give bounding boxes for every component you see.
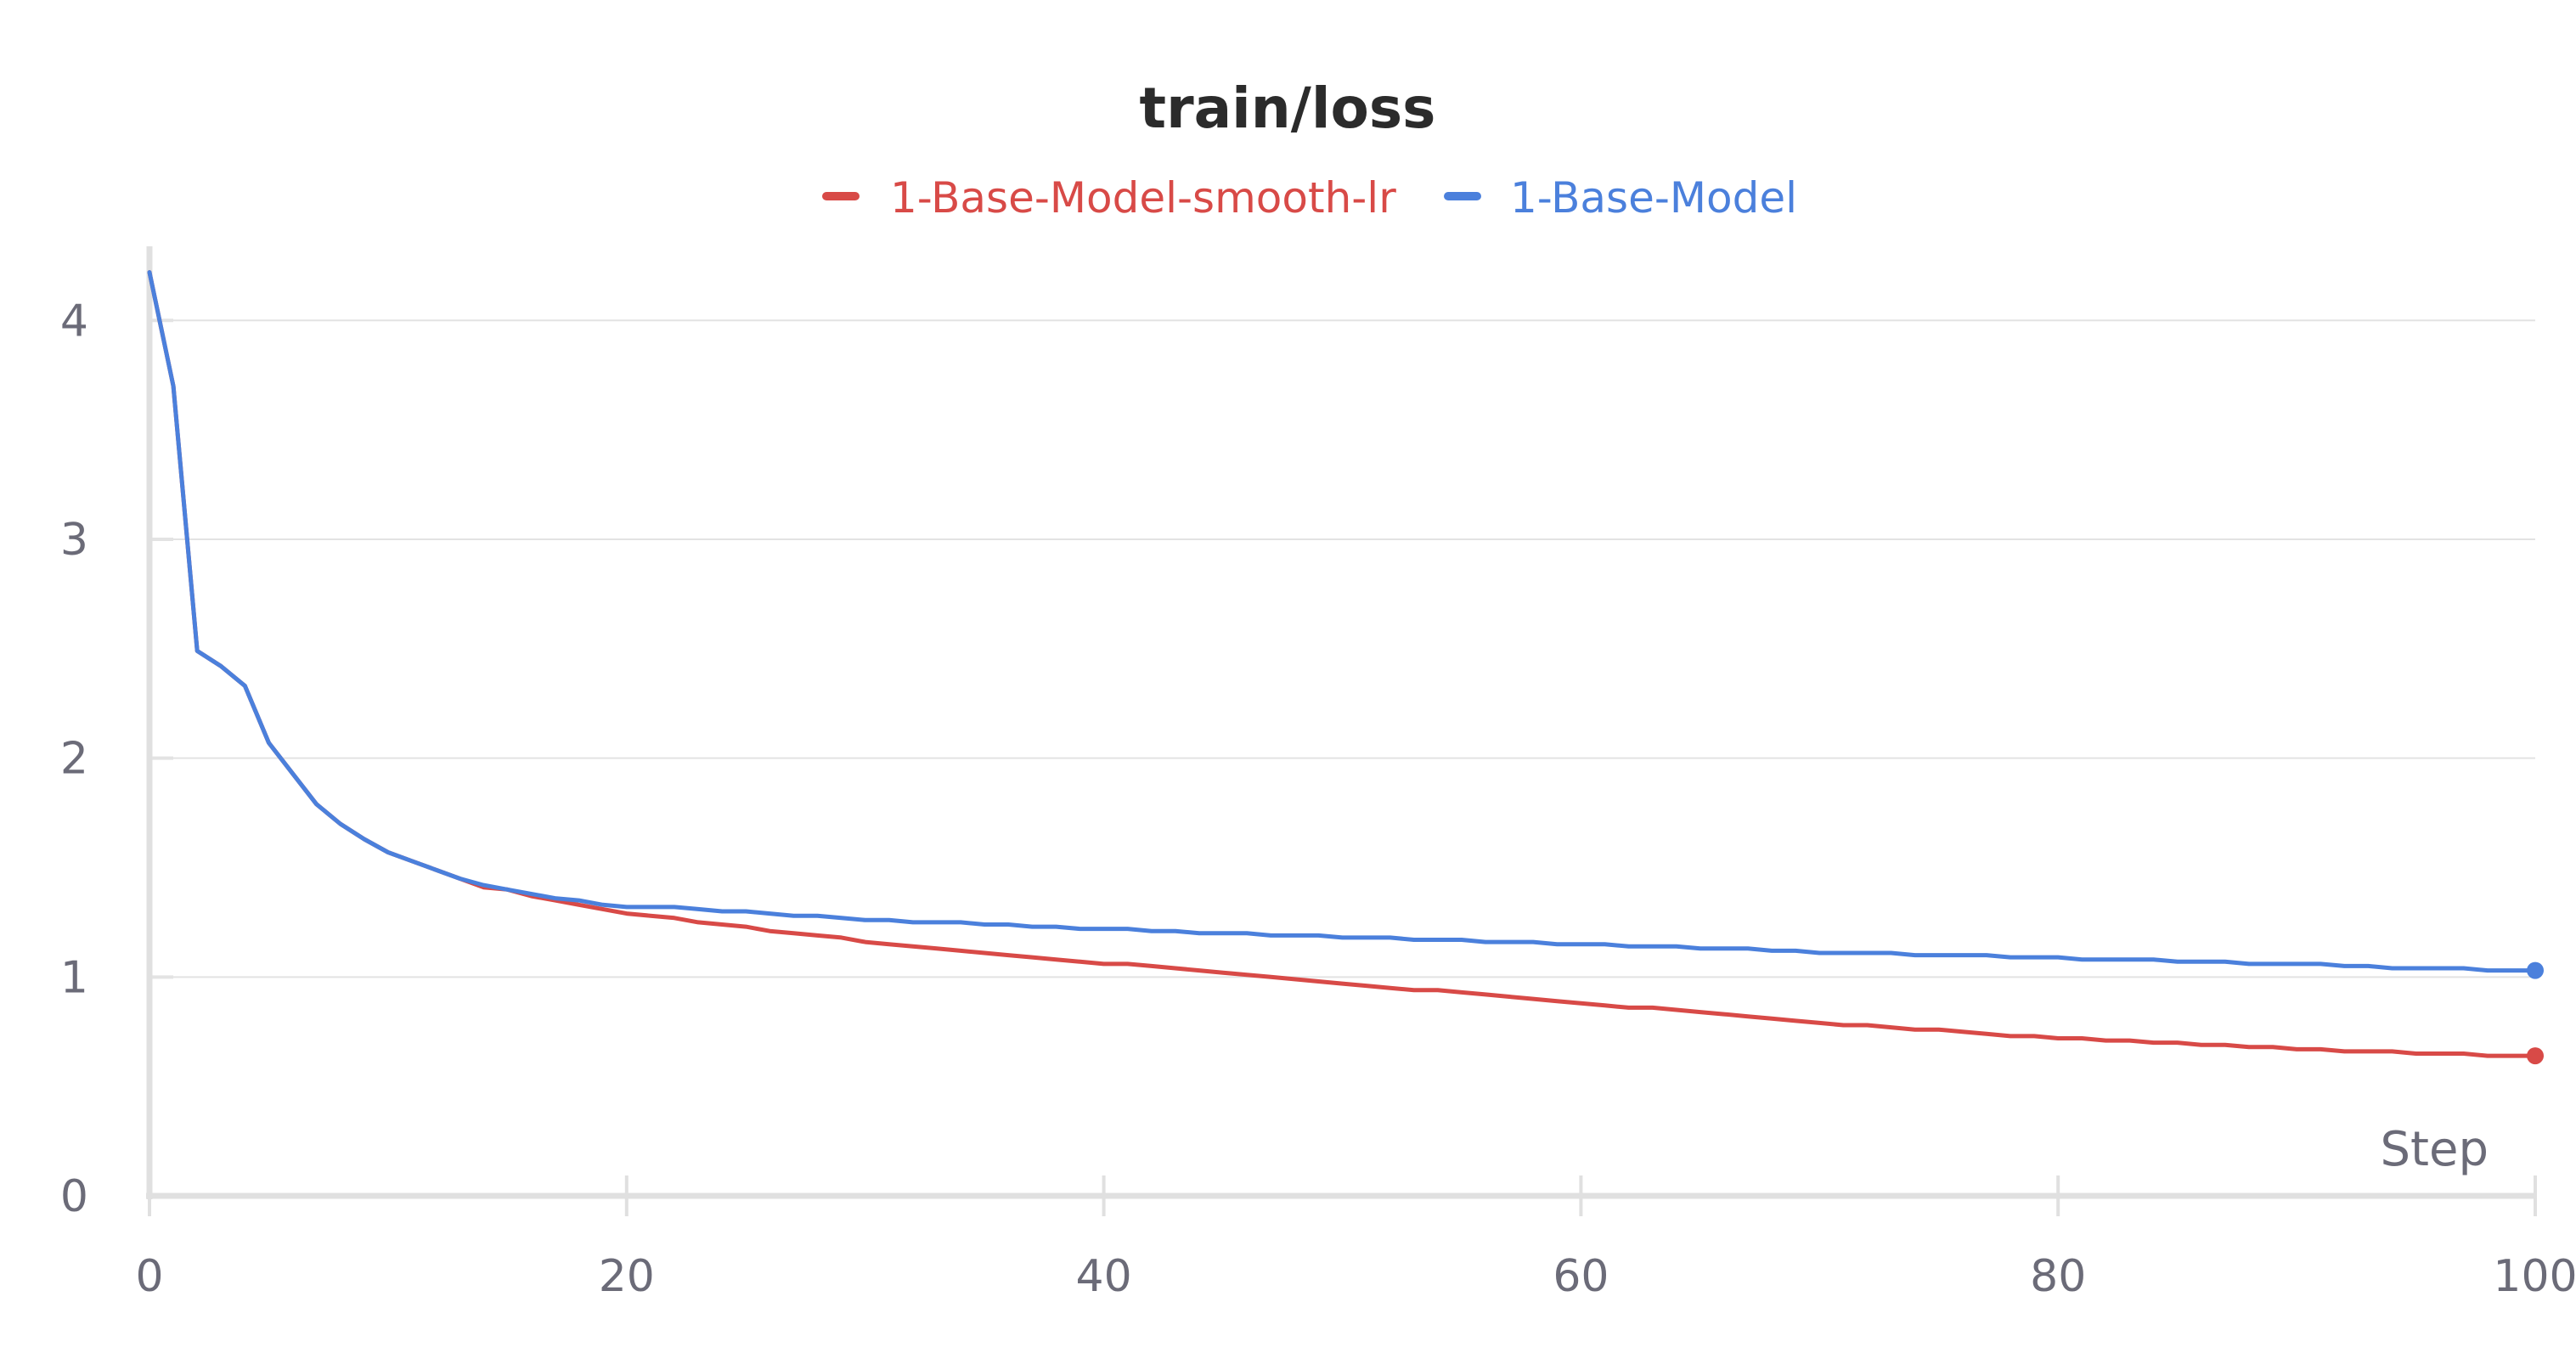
y-tick-label: 2: [60, 734, 88, 785]
series-line-1: [147, 270, 2538, 973]
grid-lines: [149, 319, 2535, 978]
x-tick-label: 60: [1553, 1251, 1609, 1302]
legend-swatch-1: [1444, 192, 1481, 200]
x-tick-label: 0: [135, 1251, 163, 1302]
y-tick-label: 0: [60, 1171, 88, 1222]
x-tick-label: 100: [2493, 1251, 2576, 1302]
y-tick-label: 1: [60, 952, 88, 1003]
x-axis-label: Step: [2380, 1122, 2489, 1177]
legend-label-1: 1-Base-Model: [1510, 173, 1797, 223]
legend-label-0: 1-Base-Model-smooth-lr: [890, 173, 1396, 223]
y-tick-label: 4: [60, 296, 88, 347]
legend: 1-Base-Model-smooth-lr 1-Base-Model: [822, 173, 1797, 223]
chart-title: train/loss: [1140, 76, 1436, 141]
series-endpoint-1: [2527, 961, 2544, 979]
legend-swatch-0: [822, 192, 860, 200]
series-endpoint-0: [2527, 1047, 2544, 1065]
y-tick-label: 3: [60, 515, 88, 566]
series-lines: [147, 270, 2538, 1058]
series-endpoints: [2527, 961, 2544, 1065]
x-tick-label: 80: [2030, 1251, 2086, 1302]
axes: [146, 246, 2537, 1216]
x-tick-label: 20: [599, 1251, 655, 1302]
x-tick-label: 40: [1076, 1251, 1132, 1302]
